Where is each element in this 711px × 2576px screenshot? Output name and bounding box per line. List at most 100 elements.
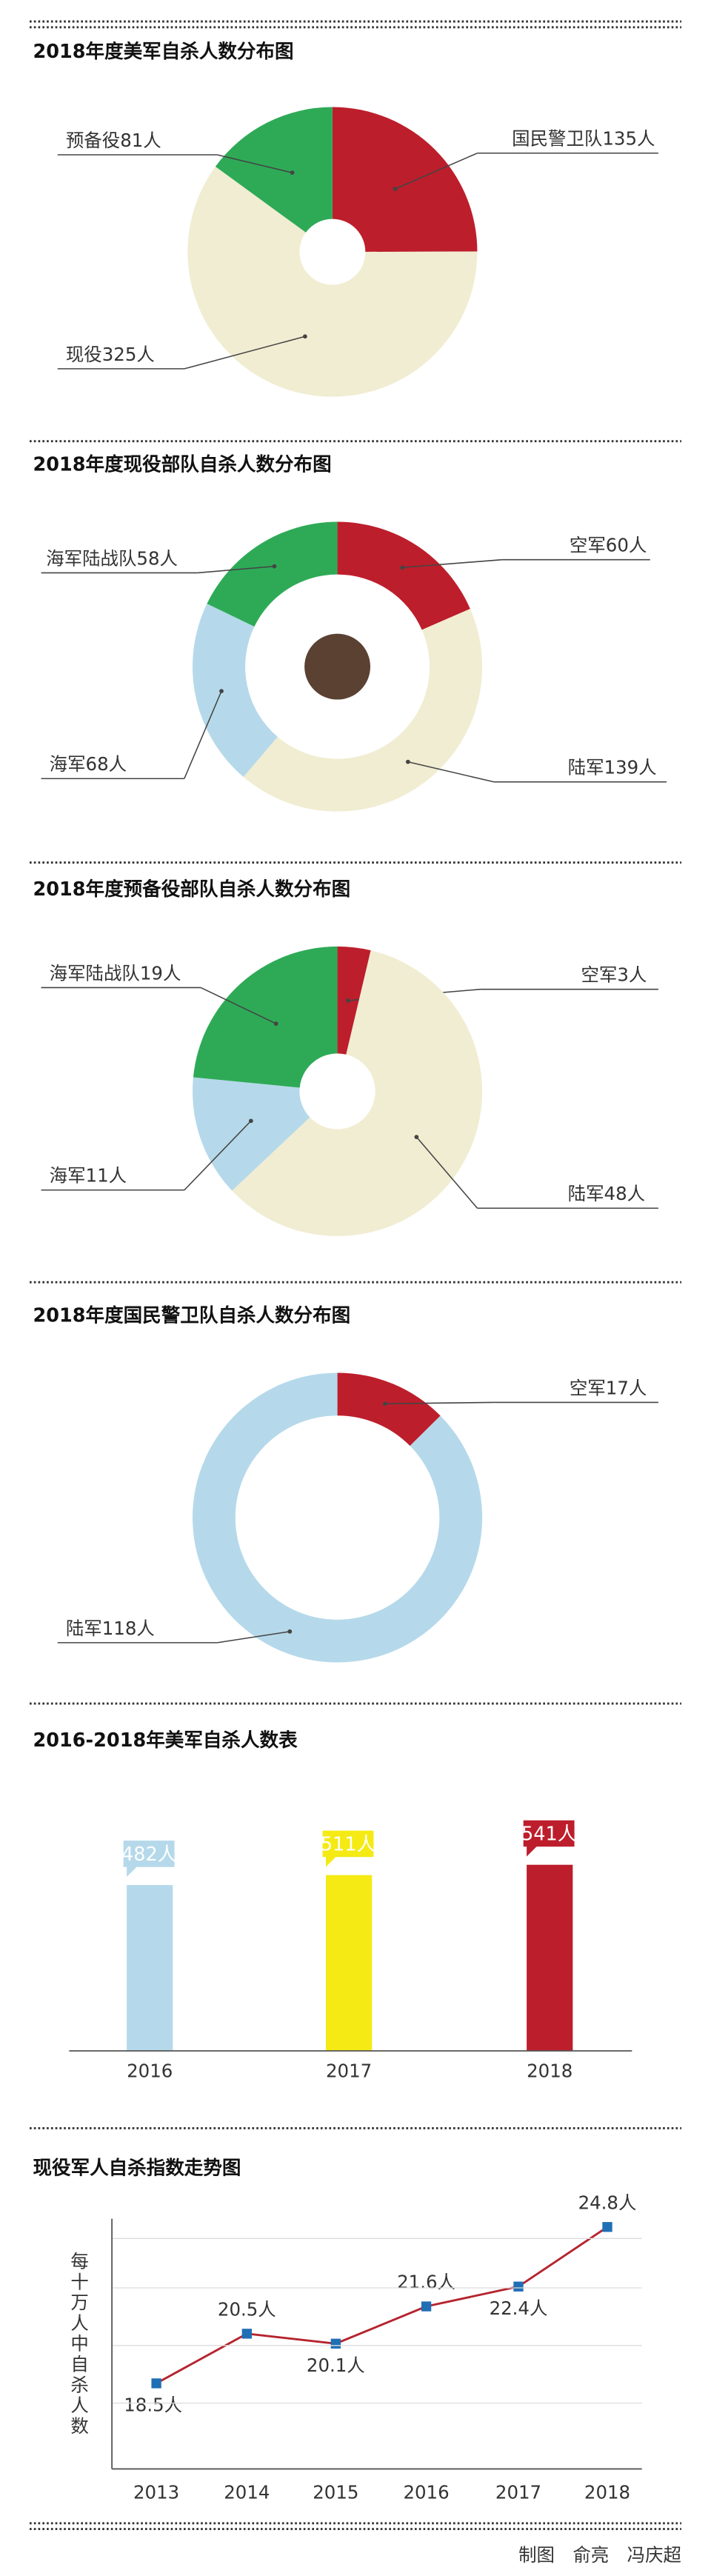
leader-line bbox=[217, 1631, 290, 1644]
leader-dot bbox=[302, 334, 307, 339]
leader-dot bbox=[414, 1135, 419, 1139]
leader-dot bbox=[393, 187, 398, 192]
line bbox=[156, 2226, 608, 2385]
point-label: 24.8人 bbox=[578, 2192, 637, 2213]
chart-title: 2018年度预备役部队自杀人数分布图 bbox=[33, 878, 350, 901]
label-box bbox=[322, 1830, 374, 1867]
leader-line bbox=[184, 336, 306, 370]
slice-name: 国民警卫队 bbox=[512, 128, 602, 150]
slice-label: 海军11人 bbox=[50, 1165, 127, 1187]
bar-value-label: 541人 bbox=[521, 1823, 576, 1845]
chart-title: 2018年度美军自杀人数分布图 bbox=[33, 41, 293, 63]
leader-dot bbox=[382, 1401, 387, 1407]
leader-line bbox=[184, 1120, 252, 1191]
slice-name: 陆军 bbox=[66, 1618, 102, 1639]
x-tick-label: 2018 bbox=[527, 2061, 573, 2082]
slice-value: 325人 bbox=[102, 344, 155, 365]
donut-slice bbox=[207, 521, 338, 627]
point-label: 20.1人 bbox=[307, 2355, 365, 2376]
leader-dot bbox=[219, 689, 224, 694]
slice-value: 135人 bbox=[602, 128, 655, 150]
label-box bbox=[523, 1820, 575, 1857]
center-dot bbox=[304, 633, 370, 700]
donut-slice bbox=[215, 107, 333, 233]
slice-value: 60人 bbox=[606, 535, 647, 556]
slice-label: 陆军139人 bbox=[568, 757, 657, 778]
slice-name: 预备役 bbox=[66, 130, 120, 151]
slice-value: 3人 bbox=[617, 964, 647, 986]
point-marker bbox=[513, 2281, 524, 2292]
x-tick-label: 2014 bbox=[224, 2481, 270, 2503]
slice-name: 陆军 bbox=[568, 1183, 604, 1204]
point-marker bbox=[602, 2222, 612, 2232]
point-label: 22.4人 bbox=[490, 2298, 548, 2319]
chart-title: 现役军人自杀指数走势图 bbox=[33, 2158, 241, 2180]
donut-slice bbox=[332, 107, 478, 252]
slice-label: 空军3人 bbox=[581, 964, 647, 986]
x-tick-label: 2017 bbox=[495, 2481, 541, 2503]
slice-name: 海军陆战队 bbox=[46, 547, 136, 569]
leader-dot bbox=[345, 998, 350, 1003]
leader-line bbox=[395, 153, 478, 190]
slice-label: 现役325人 bbox=[66, 344, 155, 365]
donut-slice bbox=[193, 1372, 483, 1663]
donut-slice bbox=[192, 1077, 310, 1191]
x-tick-label: 2015 bbox=[313, 2481, 358, 2503]
leader-line bbox=[402, 558, 502, 569]
slice-name: 海军 bbox=[50, 1165, 86, 1187]
donut-slice bbox=[187, 166, 478, 397]
leader-line bbox=[415, 1136, 478, 1209]
slice-value: 58人 bbox=[136, 547, 178, 569]
y-axis-label: 每十万人中自杀人数 bbox=[68, 2252, 90, 2437]
leader-dot bbox=[287, 1629, 293, 1634]
slice-value: 118人 bbox=[102, 1618, 155, 1639]
leader-dot bbox=[400, 565, 405, 570]
x-tick-label: 2013 bbox=[133, 2481, 179, 2503]
bar-value-label: 511人 bbox=[321, 1833, 375, 1855]
donut-slice bbox=[243, 609, 483, 812]
slice-name: 海军陆战队 bbox=[50, 962, 140, 984]
point-marker bbox=[241, 2329, 252, 2339]
point-label: 21.6人 bbox=[397, 2272, 455, 2293]
point-marker bbox=[151, 2378, 161, 2389]
donut-slice bbox=[193, 604, 278, 777]
slice-label: 预备役81人 bbox=[66, 130, 161, 151]
point-label: 18.5人 bbox=[124, 2395, 182, 2416]
slice-value: 139人 bbox=[604, 757, 657, 778]
leader-line bbox=[407, 761, 494, 783]
leader-line bbox=[197, 565, 275, 574]
chart-title: 2018年度国民警卫队自杀人数分布图 bbox=[33, 1305, 350, 1327]
slice-value: 48人 bbox=[604, 1183, 646, 1204]
leader-dot bbox=[273, 1021, 278, 1026]
slice-label: 陆军48人 bbox=[568, 1183, 645, 1204]
slice-label: 空军17人 bbox=[570, 1377, 647, 1398]
slice-name: 空军 bbox=[570, 1377, 606, 1398]
point-label: 20.5人 bbox=[218, 2298, 276, 2320]
slice-name: 海军 bbox=[50, 753, 86, 775]
slice-label: 海军陆战队58人 bbox=[46, 547, 178, 569]
leader-dot bbox=[272, 564, 277, 569]
slice-name: 空军 bbox=[581, 964, 617, 986]
slice-name: 陆军 bbox=[568, 757, 604, 778]
donut-slice bbox=[337, 521, 470, 630]
donut-slice bbox=[193, 946, 338, 1088]
leader-dot bbox=[248, 1118, 253, 1124]
leader-line bbox=[200, 987, 277, 1024]
chart-title: 2018年度现役部队自杀人数分布图 bbox=[33, 454, 331, 476]
chart-title: 2016-2018年美军自杀人数表 bbox=[33, 1729, 298, 1752]
x-tick-label: 2018 bbox=[584, 2481, 630, 2503]
slice-value: 81人 bbox=[120, 130, 161, 151]
slice-value: 68人 bbox=[86, 753, 127, 775]
slice-value: 17人 bbox=[606, 1377, 647, 1398]
donut-slice bbox=[232, 950, 483, 1237]
slice-label: 空军60人 bbox=[570, 535, 647, 556]
leader-dot bbox=[405, 759, 410, 764]
slice-value: 19人 bbox=[140, 962, 181, 984]
slice-value: 11人 bbox=[86, 1165, 127, 1187]
leader-dot bbox=[290, 170, 295, 176]
credit: 制图 俞亮 冯庆超 bbox=[518, 2544, 681, 2566]
slice-label: 海军陆战队19人 bbox=[50, 962, 181, 984]
